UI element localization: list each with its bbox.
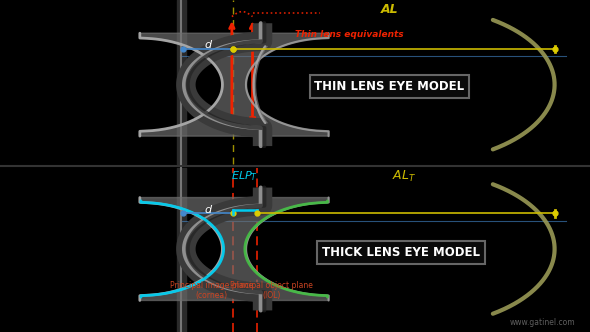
Text: $\mathit{AL}_T$: $\mathit{AL}_T$	[392, 169, 416, 184]
Polygon shape	[140, 33, 329, 136]
Text: Principal object plane
(IOL): Principal object plane (IOL)	[230, 281, 313, 300]
Text: THIN LENS EYE MODEL: THIN LENS EYE MODEL	[314, 80, 464, 93]
Text: $\mathit{ELP}_T$: $\mathit{ELP}_T$	[231, 169, 258, 183]
Polygon shape	[140, 198, 329, 300]
Text: THICK LENS EYE MODEL: THICK LENS EYE MODEL	[322, 246, 480, 259]
Text: AL: AL	[381, 3, 398, 16]
Text: www.gatinel.com: www.gatinel.com	[510, 318, 575, 327]
Text: Thin lens equivalents: Thin lens equivalents	[295, 30, 404, 40]
Text: d: d	[205, 205, 212, 215]
Text: d: d	[205, 40, 212, 50]
Text: Principal image plane
(cornea): Principal image plane (cornea)	[170, 281, 253, 300]
